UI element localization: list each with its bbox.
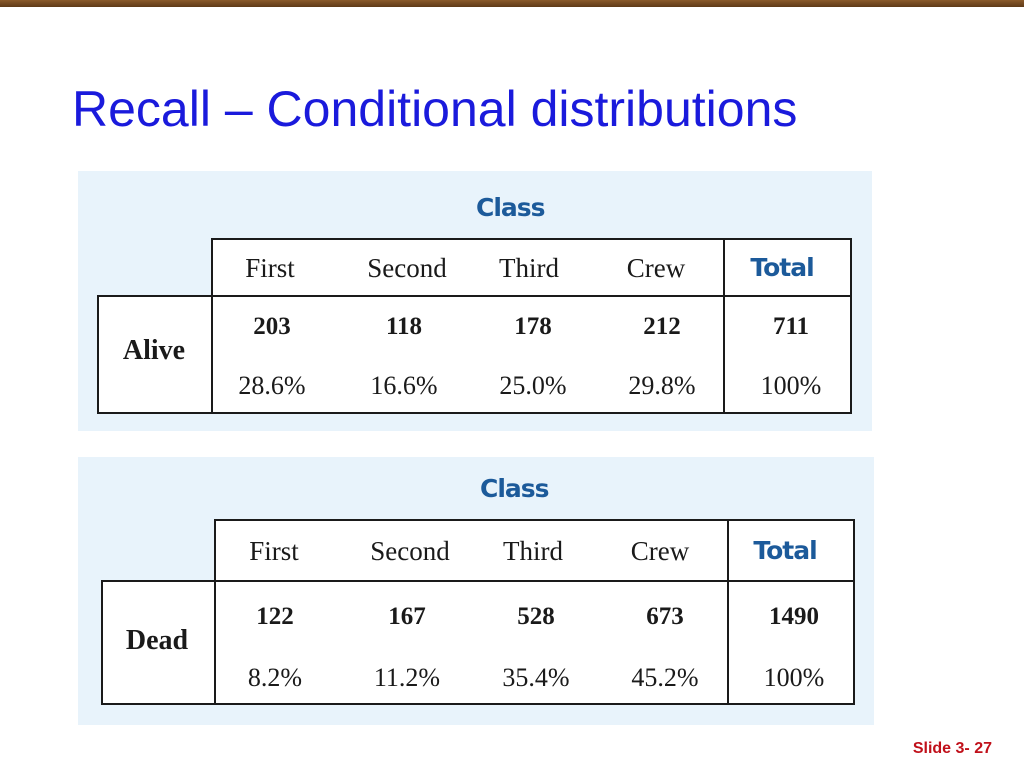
percent-crew: 45.2% [631,663,699,692]
column-header-first: First [245,253,295,283]
row-label-dead: Dead [125,625,189,656]
count-second: 118 [385,313,423,340]
column-header-second: Second [370,536,450,566]
column-header-crew: Crew [626,253,686,283]
top-border-bar [0,0,1024,7]
slide-number: Slide 3- 27 [912,740,992,757]
column-header-third: Third [499,253,559,283]
column-header-second: Second [367,253,447,283]
percent-first: 8.2% [247,663,303,692]
percent-crew: 29.8% [628,371,696,400]
class-group-label: Class [476,193,546,222]
row-label-alive: Alive [122,335,186,366]
alive-table-panel: Class First Second Third Crew Total Aliv… [78,171,872,431]
count-second: 167 [388,603,426,630]
column-header-third: Third [503,536,563,566]
count-crew: 673 [646,603,684,630]
total-column-separator [723,238,725,414]
column-header-crew: Crew [630,536,690,566]
percent-third: 25.0% [499,371,567,400]
column-header-total: Total [753,536,817,565]
data-row-box [101,580,855,705]
percent-total: 100% [763,663,825,692]
percent-second: 11.2% [373,663,441,692]
column-header-first: First [249,536,299,566]
total-column-separator [727,519,729,705]
data-row-box [97,295,852,414]
count-third: 178 [514,313,552,340]
percent-third: 35.4% [502,663,570,692]
class-group-label: Class [480,474,550,503]
slide-title: Recall – Conditional distributions [72,81,798,137]
count-first: 122 [256,603,294,630]
row-label-separator [214,580,216,705]
column-header-total: Total [750,253,814,282]
count-total: 1490 [769,603,819,630]
percent-second: 16.6% [370,371,438,400]
count-first: 203 [253,313,291,340]
percent-total: 100% [760,371,822,400]
percent-first: 28.6% [238,371,306,400]
count-third: 528 [517,603,555,630]
row-label-separator [211,295,213,414]
count-total: 711 [772,313,810,340]
count-crew: 212 [643,313,681,340]
dead-table-panel: Class First Second Third Crew Total Dead… [78,457,874,725]
